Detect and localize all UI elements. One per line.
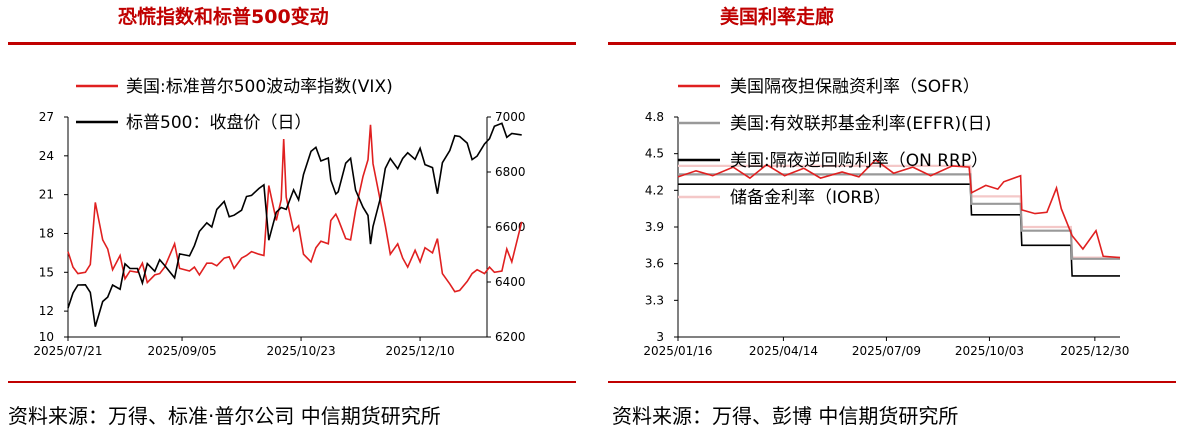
left-bottom-rule xyxy=(8,381,576,383)
y-tick-label: 3.6 xyxy=(645,257,664,271)
legend-label-vix: 美国:标准普尔500波动率指数(VIX) xyxy=(126,77,393,97)
left-source-note: 资料来源：万得、标准·普尔公司 中信期货研究所 xyxy=(8,404,441,428)
x-tick-label: 2025/12/10 xyxy=(385,344,454,358)
y-left-tick-label: 27 xyxy=(39,110,54,124)
y-tick-label: 3 xyxy=(656,330,664,344)
left-chart-title: 恐慌指数和标普500变动 xyxy=(118,6,329,28)
legend-label-spx: 标普500：收盘价（日） xyxy=(126,113,311,133)
right-bottom-rule xyxy=(608,381,1176,383)
right-title-rule xyxy=(608,42,1176,45)
x-tick-label: 2025/12/30 xyxy=(1060,344,1129,358)
y-tick-label: 3.3 xyxy=(645,293,664,307)
x-tick-label: 2025/04/14 xyxy=(749,344,818,358)
vix-spx-chart: 27 24 21 18 15 12 10 7000 6800 6600 6400 6200 2025/0… xyxy=(33,77,526,358)
y-right-tick-label: 6400 xyxy=(495,275,526,289)
x-tick-label: 2025/09/05 xyxy=(147,344,216,358)
y-tick-label: 4.5 xyxy=(645,147,664,161)
legend-iorb-label: 储备金利率（IORB） xyxy=(730,188,891,208)
y-right-tick-label: 7000 xyxy=(495,110,526,124)
vix-series-line xyxy=(67,124,523,293)
y-tick-label: 3.9 xyxy=(645,220,664,234)
x-tick-label: 2025/01/16 xyxy=(643,344,712,358)
left-title-rule xyxy=(8,42,576,45)
y-left-tick-label: 15 xyxy=(39,265,54,279)
spx-series-line xyxy=(67,122,522,327)
y-left-tick-label: 18 xyxy=(39,226,54,240)
y-left-tick-label: 12 xyxy=(39,304,54,318)
y-left-tick-label: 21 xyxy=(39,188,54,202)
legend-sofr-label: 美国隔夜担保融资利率（SOFR） xyxy=(730,77,980,97)
y-left-tick-label: 24 xyxy=(39,149,54,163)
x-tick-label: 2025/10/23 xyxy=(266,344,335,358)
y-tick-label: 4.2 xyxy=(645,183,664,197)
iorb-series-line xyxy=(678,164,1120,259)
y-left-tick-label: 10 xyxy=(39,330,54,344)
y-right-tick-label: 6800 xyxy=(495,165,526,179)
legend-onrrp-label: 美国:隔夜逆回购利率（ON RRP） xyxy=(730,151,988,171)
right-source-note: 资料来源：万得、彭博 中信期货研究所 xyxy=(612,404,959,428)
sofr-series-line xyxy=(677,158,1121,259)
x-tick-label: 2025/07/09 xyxy=(852,344,921,358)
y-right-tick-label: 6200 xyxy=(495,330,526,344)
legend-effr-label: 美国:有效联邦基金利率(EFFR)(日) xyxy=(730,114,991,134)
y-right-tick-label: 6600 xyxy=(495,220,526,234)
y-tick-label: 4.8 xyxy=(645,110,664,124)
right-chart-title: 美国利率走廊 xyxy=(720,6,835,28)
x-tick-label: 2025/10/03 xyxy=(955,344,1024,358)
x-tick-label: 2025/07/21 xyxy=(33,344,102,358)
